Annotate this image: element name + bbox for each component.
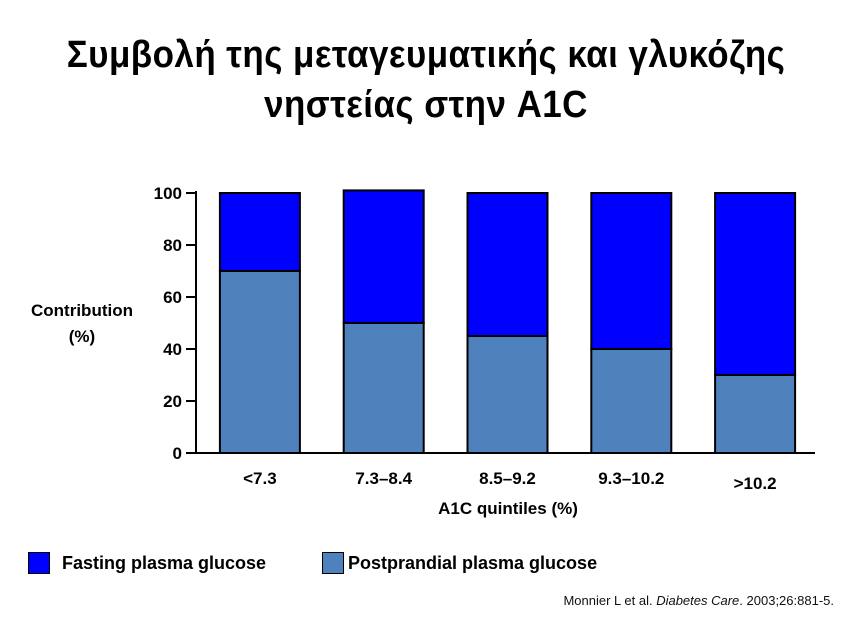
bar-postprandial — [342, 322, 425, 454]
x-tick-label: 8.5–9.2 — [479, 469, 536, 488]
x-tick-label: >10.2 — [734, 474, 777, 493]
bar-postprandial — [590, 348, 673, 454]
citation-details: . 2003;26:881-5. — [739, 593, 834, 608]
citation-authors: Monnier L et al. — [563, 593, 657, 608]
bar-postprandial — [218, 270, 301, 454]
legend-swatch-fasting — [28, 552, 50, 574]
y-tick-label: 100 — [154, 184, 182, 203]
y-tick-label: 20 — [163, 392, 182, 411]
y-tick-label: 80 — [163, 236, 182, 255]
y-tick-label: 60 — [163, 288, 182, 307]
y-tick-label: 40 — [163, 340, 182, 359]
legend-label-fasting: Fasting plasma glucose — [62, 552, 267, 573]
bar-fasting — [218, 192, 301, 272]
bar-postprandial — [466, 335, 549, 454]
bar-fasting — [342, 189, 425, 324]
bar-fasting — [466, 192, 549, 337]
y-axis-label-line1: Contribution — [31, 301, 133, 320]
x-tick-label: 9.3–10.2 — [598, 469, 664, 488]
bar-fasting — [714, 192, 797, 376]
y-tick-label: 0 — [173, 444, 182, 463]
bar-fasting — [590, 192, 673, 350]
x-tick-label: <7.3 — [243, 469, 277, 488]
x-axis-label: A1C quintiles (%) — [438, 499, 578, 518]
y-axis-label-line2: (%) — [68, 327, 96, 346]
x-tick-label: 7.3–8.4 — [355, 469, 412, 488]
legend-item-fasting: Fasting plasma glucose — [28, 549, 266, 577]
page-title-line1: Συμβολή της μεταγευματικής και γλυκόζης — [66, 34, 786, 76]
citation: Monnier L et al. Diabetes Care. 2003;26:… — [563, 593, 834, 608]
y-axis-label: Contribution (%) — [18, 298, 146, 350]
citation-journal: Diabetes Care — [656, 593, 740, 608]
legend-item-postprandial: Postprandial plasma glucose — [322, 549, 597, 577]
legend-swatch-postprandial — [322, 552, 344, 574]
bar-postprandial — [714, 374, 797, 454]
legend-label-postprandial: Postprandial plasma glucose — [348, 552, 598, 573]
page-title-line2: νηστείας στην A1C — [264, 84, 588, 126]
